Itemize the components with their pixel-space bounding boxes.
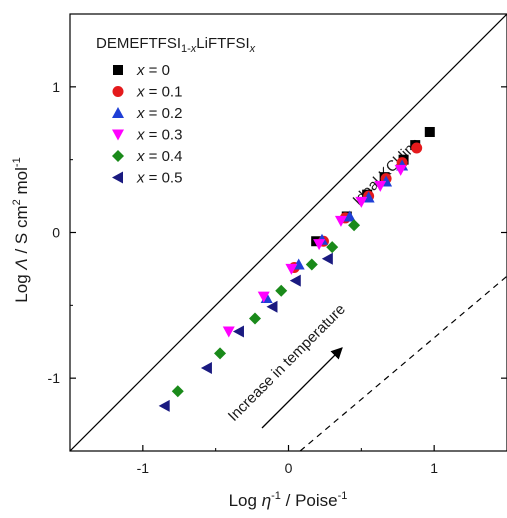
data-point-series-5 [200,361,212,374]
data-point-series-3 [313,239,326,251]
data-point-series-4 [348,219,361,232]
legend-label-1: x = 0.1 [136,84,182,101]
reference-lines [70,14,507,451]
dashed-reference-line [299,275,507,451]
legend-marker-1 [112,86,124,97]
temperature-arrow [261,347,343,429]
data-point-series-5 [266,300,278,313]
legend-title: DEMEFTFSI1-xLiFTFSIx [96,35,256,55]
data-point-series-1 [411,142,423,154]
data-point-series-4 [248,312,261,325]
data-point-series-5 [289,274,301,287]
y-axis-title: Log Λ / S cm2 mol-1 [11,157,31,302]
y-tick-label: 1 [52,79,60,95]
legend-label-3: x = 0.3 [136,127,182,144]
data-point-series-2 [343,210,356,222]
legend-label-5: x = 0.5 [136,170,182,187]
temperature-label: Increase in temperature [225,301,349,425]
y-tick-label: -1 [48,370,61,386]
data-point-series-4 [214,347,227,360]
x-tick-label: 0 [285,460,293,476]
legend-label-4: x = 0.4 [136,148,182,165]
data-point-series-3 [334,215,347,227]
data-point-series-4 [275,284,288,297]
legend-marker-4 [112,150,124,162]
data-point-series-0 [424,126,435,137]
y-tick-label: 0 [52,225,60,241]
legend-marker-5 [112,171,123,184]
data-point-series-5 [232,325,244,338]
legend: DEMEFTFSI1-xLiFTFSIx x = 0 x = 0.1 x = 0.2… [96,35,256,187]
data-point-series-3 [257,291,270,303]
data-point-series-4 [326,241,339,254]
ideal-kcl-line [70,14,507,451]
data-point-series-3 [374,180,387,192]
data-point-series-3 [222,326,235,338]
data-point-series-5 [158,399,170,412]
data-point-series-3 [394,164,407,176]
data-point-series-3 [285,263,298,275]
x-tick-label: 1 [430,460,438,476]
legend-marker-2 [112,107,124,118]
legend-marker-3 [112,129,124,141]
data-point-series-4 [305,258,318,271]
legend-label-0: x = 0 [136,62,170,79]
legend-marker-0 [113,65,123,75]
legend-label-2: x = 0.2 [136,105,182,122]
data-point-series-4 [171,385,184,398]
x-tick-label: -1 [137,460,150,476]
axis-ticks: -1 0 1 -1 0 1 [48,13,507,476]
data-point-series-5 [321,252,333,265]
x-axis-title: Log η-1 / Poise-1 [229,490,348,510]
data-points [158,126,435,412]
data-point-series-3 [355,196,368,208]
